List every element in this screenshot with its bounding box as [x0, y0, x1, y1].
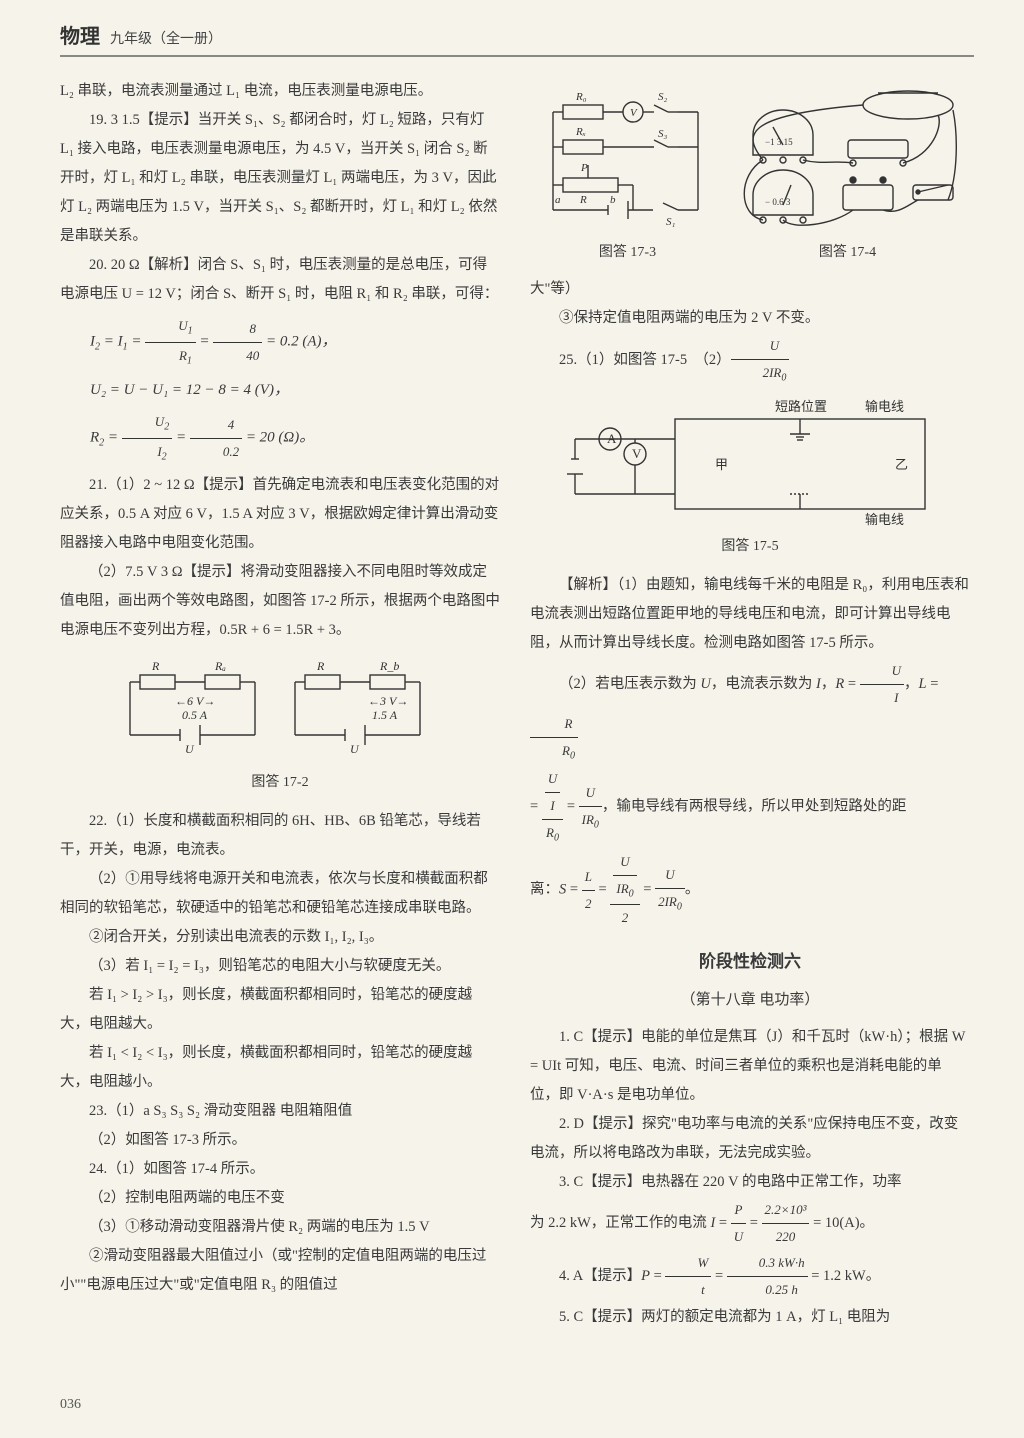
right-column: R₀ S₂ V Rₓ S₃ P a R b S₁ 图答 17-3: [530, 77, 970, 1332]
figure-17-3: R₀ S₂ V Rₓ S₃ P a R b S₁ 图答 17-3: [538, 85, 718, 267]
svg-text:←6 V→: ←6 V→: [175, 694, 215, 708]
svg-text:1.5 A: 1.5 A: [372, 708, 398, 722]
svg-text:R: R: [579, 194, 587, 206]
text: 大"等）: [530, 275, 970, 304]
svg-text:U: U: [185, 742, 195, 756]
text: 23.（1）a S₃ S₃ S₂ 滑动变阻器 电阻箱阻值: [60, 1097, 500, 1126]
caption: 图答 17-2: [60, 769, 500, 797]
text: 【解析】（1）由题知，输电线每千米的电阻是 R₀，利用电压表和电流表测出短路位置…: [530, 571, 970, 658]
text: （2）7.5 V 3 Ω【提示】将滑动变阻器接入不同电阻时等效成定值电阻，画出两…: [60, 558, 500, 645]
svg-text:A: A: [607, 431, 617, 446]
svg-text:R: R: [151, 659, 160, 673]
svg-text:短路位置: 短路位置: [775, 399, 827, 414]
left-column: L₂ 串联，电流表测量通过 L₁ 电流，电压表测量电源电压。 19. 3 1.5…: [60, 77, 500, 1332]
text: ②滑动变阻器最大阻值过小（或"控制的定值电阻两端的电压过小""电源电压过大"或"…: [60, 1242, 500, 1300]
formula: I2 = I1 = U1R1 = 840 = 0.2 (A)，: [60, 313, 500, 371]
svg-text:P: P: [580, 162, 588, 174]
subject-label: 物理: [60, 26, 100, 48]
text: 1. C【提示】电能的单位是焦耳（J）和千瓦时（kW·h）；根据 W = UIt…: [530, 1023, 970, 1110]
text: 4. A【提示】P = Wt = 0.3 kW·h0.25 h = 1.2 kW…: [530, 1250, 970, 1303]
grade-label: 九年级（全一册）: [110, 32, 222, 47]
page: 物理 九年级（全一册） L₂ 串联，电流表测量通过 L₁ 电流，电压表测量电源电…: [0, 0, 1024, 1438]
circuit-17-5-svg: A V 短路位置 输电线 甲 乙 输电线: [565, 399, 935, 529]
circuit-17-2-svg: R Rₐ ←6 V→ 0.5 A U R R_b ←3 V→ 1.5 A U: [120, 655, 440, 765]
text: 24.（1）如图答 17-4 所示。: [60, 1155, 500, 1184]
svg-text:S₂: S₂: [658, 91, 668, 103]
caption: 图答 17-4: [733, 239, 963, 267]
text: ②闭合开关，分别读出电流表的示数 I₁, I₂, I₃。: [60, 923, 500, 952]
page-header: 物理 九年级（全一册）: [60, 20, 974, 57]
text: 2. D【提示】探究"电功率与电流的关系"应保持电压不变，改变电流，所以将电路改…: [530, 1110, 970, 1168]
text: 19. 3 1.5【提示】当开关 S₁、S₂ 都闭合时，灯 L₂ 短路，只有灯 …: [60, 106, 500, 251]
section-title: 阶段性检测六: [530, 945, 970, 979]
svg-text:输电线: 输电线: [865, 399, 904, 414]
svg-text:0.5 A: 0.5 A: [182, 708, 208, 722]
page-number: 036: [60, 1397, 81, 1413]
text: ③保持定值电阻两端的电压为 2 V 不变。: [530, 304, 970, 333]
svg-text:U: U: [350, 742, 360, 756]
figure-17-4: −1 3 15 − 0.6 3 图答 17-4: [733, 85, 963, 267]
figures-17-3-4: R₀ S₂ V Rₓ S₃ P a R b S₁ 图答 17-3: [530, 85, 970, 267]
figure-17-2: R Rₐ ←6 V→ 0.5 A U R R_b ←3 V→ 1.5 A U 图…: [60, 655, 500, 797]
text: 离：S = L2 = UIR02 = U2IR0。: [530, 849, 970, 932]
circuit-17-4-svg: −1 3 15 − 0.6 3: [733, 85, 963, 235]
content-columns: L₂ 串联，电流表测量通过 L₁ 电流，电压表测量电源电压。 19. 3 1.5…: [60, 77, 974, 1332]
figure-17-5: A V 短路位置 输电线 甲 乙 输电线 图答 17-5: [530, 399, 970, 561]
svg-text:Rₓ: Rₓ: [575, 126, 586, 138]
text: （3）①移动滑动变阻器滑片使 R₂ 两端的电压为 1.5 V: [60, 1213, 500, 1242]
text: （2）若电压表示数为 U，电流表示数为 I，R = UI，L = RR0: [530, 658, 970, 767]
svg-text:a: a: [555, 194, 561, 206]
text: （3）若 I₁ = I₂ = I₃，则铅笔芯的电阻大小与软硬度无关。: [60, 952, 500, 981]
svg-text:− 0.6 3: − 0.6 3: [765, 197, 791, 207]
text: L₂ 串联，电流表测量通过 L₁ 电流，电压表测量电源电压。: [60, 77, 500, 106]
svg-text:R: R: [316, 659, 325, 673]
formula: U₂ = U − U₁ = 12 − 8 = 4 (V)，: [60, 375, 500, 405]
svg-text:R₀: R₀: [575, 91, 587, 103]
chapter-title: （第十八章 电功率）: [530, 985, 970, 1015]
text: （2）①用导线将电源开关和电流表，依次与长度和横截面积都相同的软铅笔芯，软硬适中…: [60, 865, 500, 923]
svg-text:乙: 乙: [895, 457, 908, 472]
text: 3. C【提示】电热器在 220 V 的电路中正常工作，功率: [530, 1168, 970, 1197]
caption: 图答 17-5: [530, 533, 970, 561]
svg-text:S₁: S₁: [666, 216, 676, 228]
text: 22.（1）长度和横截面积相同的 6H、HB、6B 铅笔芯，导线若干，开关，电源…: [60, 807, 500, 865]
svg-text:S₃: S₃: [658, 128, 668, 140]
svg-text:V: V: [632, 446, 642, 461]
text: 为 2.2 kW，正常工作的电流 I = PU = 2.2×10³220 = 1…: [530, 1197, 970, 1250]
svg-text:V: V: [630, 107, 638, 119]
circuit-17-3-svg: R₀ S₂ V Rₓ S₃ P a R b S₁: [538, 85, 718, 235]
svg-text:R_b: R_b: [379, 659, 399, 673]
text: 若 I₁ < I₂ < I₃，则长度，横截面积都相同时，铅笔芯的硬度越大，电阻越…: [60, 1039, 500, 1097]
svg-text:输电线: 输电线: [865, 512, 904, 527]
text: = UIR0 = UIR0，输电导线有两根导线，所以甲处到短路处的距: [530, 766, 970, 849]
text: （2）如图答 17-3 所示。: [60, 1126, 500, 1155]
svg-text:b: b: [610, 194, 616, 206]
svg-text:−1 3 15: −1 3 15: [765, 137, 793, 147]
svg-text:甲: 甲: [715, 457, 728, 472]
text: 若 I₁ > I₂ > I₃，则长度，横截面积都相同时，铅笔芯的硬度越大，电阻越…: [60, 981, 500, 1039]
text: （2）控制电阻两端的电压不变: [60, 1184, 500, 1213]
svg-text:←3 V→: ←3 V→: [368, 694, 408, 708]
text: 20. 20 Ω【解析】闭合 S、S₁ 时，电压表测量的是总电压，可得电源电压 …: [60, 251, 500, 309]
text: 21.（1）2 ~ 12 Ω【提示】首先确定电流表和电压表变化范围的对应关系，0…: [60, 471, 500, 558]
svg-text:Rₐ: Rₐ: [214, 659, 226, 673]
formula: R2 = U2I2 = 40.2 = 20 (Ω)。: [60, 409, 500, 467]
text: 5. C【提示】两灯的额定电流都为 1 A，灯 L₁ 电阻为: [530, 1303, 970, 1332]
caption: 图答 17-3: [538, 239, 718, 267]
text: 25.（1）如图答 17-5 （2）U2IR0: [530, 333, 970, 389]
